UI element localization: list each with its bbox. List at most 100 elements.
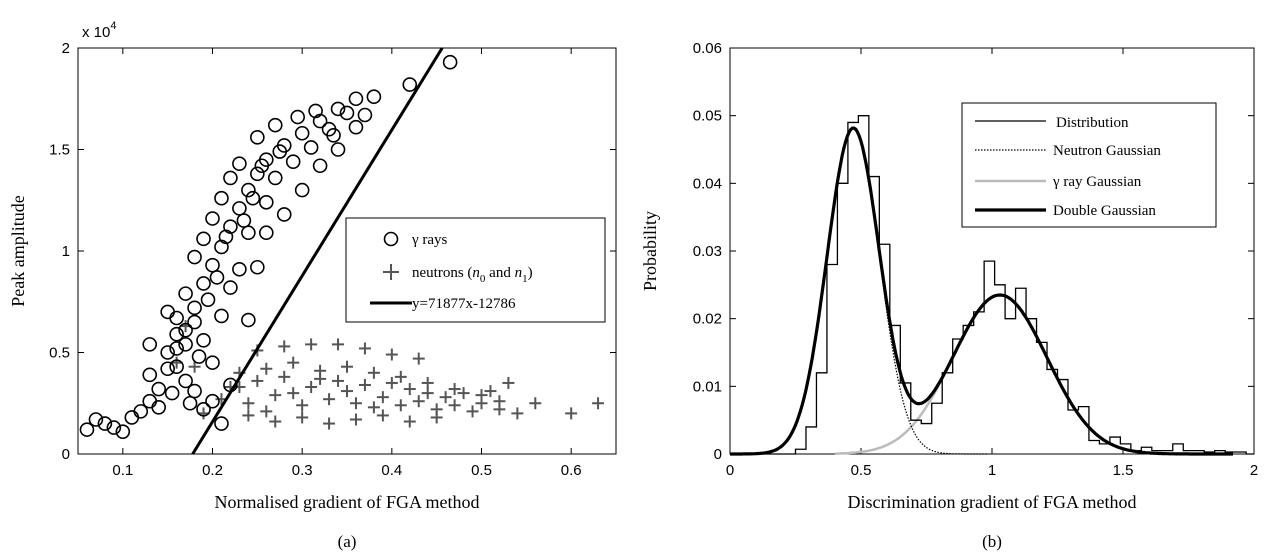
x-tick-label-b: 1.5 (1113, 462, 1134, 479)
neutron-gaussian-curve (735, 128, 987, 455)
y-axis-b: 0 0.01 0.02 0.03 0.04 0.05 0.06 (693, 40, 1254, 463)
legend-a: γ rays neutrons (n0 and n1) y=71877x-127… (345, 217, 606, 323)
gamma-point (250, 130, 265, 145)
y-tick-label-b: 0.04 (693, 175, 722, 192)
gamma-point (79, 422, 95, 437)
gamma-point (160, 345, 175, 360)
neutron-point (358, 378, 371, 391)
x-axis-b: 0 0.5 1 1.5 2 (726, 48, 1258, 479)
neutron-point (242, 409, 255, 422)
gamma-point (223, 280, 238, 295)
gamma-point (241, 225, 256, 241)
gamma-point (218, 229, 234, 245)
neutron-point (260, 362, 273, 375)
gamma-point (169, 326, 184, 342)
gamma-point (142, 337, 158, 352)
gamma-point (200, 292, 216, 308)
legend-label-double: Double Gaussian (1053, 203, 1156, 219)
neutron-point (493, 395, 506, 408)
gamma-point (366, 89, 382, 105)
legend-label-distribution: Distribution (1056, 115, 1129, 131)
scatter-points (79, 54, 605, 439)
neutron-point (511, 407, 524, 420)
neutron-point (430, 411, 443, 424)
gamma-point (232, 201, 247, 216)
x-tick-label-b: 1 (988, 462, 996, 479)
neutron-point (565, 407, 578, 420)
gamma-point (178, 337, 193, 352)
y-multiplier: x 104 (82, 20, 116, 41)
neutron-point (287, 356, 300, 369)
gamma-point (88, 412, 104, 427)
gamma-point (250, 166, 265, 182)
gamma-point (250, 259, 265, 275)
gamma-point (214, 416, 229, 431)
x-tick-label-b: 0 (726, 462, 734, 479)
neutron-point (412, 352, 425, 365)
gamma-point (214, 308, 229, 324)
gamma-point (442, 54, 458, 70)
gamma-point (330, 142, 346, 157)
gamma-point (196, 231, 211, 247)
neutron-point (170, 356, 183, 369)
legend-box-b (961, 102, 1217, 228)
neutron-point (403, 415, 416, 428)
neutron-point (502, 376, 515, 389)
y-tick-label-a: 2 (62, 40, 70, 57)
gamma-point (178, 286, 193, 301)
y-tick-label-a: 1 (62, 243, 70, 260)
neutron-point (296, 399, 309, 412)
panel-label-b: (b) (982, 532, 1002, 551)
x-tick-label-a: 0.3 (292, 462, 313, 479)
neutron-point (475, 389, 488, 402)
gamma-point (196, 333, 211, 348)
neutron-point (376, 409, 389, 422)
neutron-point (287, 387, 300, 400)
neutron-point (529, 397, 542, 410)
gamma-point (232, 156, 247, 172)
gamma-point (402, 77, 418, 92)
gamma-point (191, 349, 207, 364)
distribution-step-line (730, 115, 1254, 455)
legend-label-neutrons: neutrons (n0 and n1) (412, 265, 533, 285)
gamma-point (339, 105, 355, 121)
gamma-point (164, 385, 180, 401)
y-axis-label-a: Peak amplitude (8, 195, 28, 306)
y-tick-label-b: 0.02 (693, 311, 722, 328)
neutron-point (341, 385, 353, 398)
y-tick-label-b: 0.01 (693, 378, 722, 395)
gamma-point (196, 402, 211, 417)
neutron-point (484, 385, 497, 398)
neutron-point (341, 360, 353, 373)
gamma-point (205, 257, 220, 273)
gamma-point (169, 359, 184, 375)
gamma-point (223, 170, 238, 186)
fit-line (191, 47, 444, 455)
neutron-point (466, 405, 479, 418)
neutron-point (367, 366, 380, 379)
gamma-point (142, 367, 158, 383)
neutron-point (323, 393, 336, 406)
gamma-point (97, 416, 113, 431)
neutron-point (197, 407, 210, 420)
legend-b: Distribution Neutron Gaussian γ ray Gaus… (961, 102, 1217, 228)
neutron-point (448, 383, 461, 396)
neutron-point (332, 374, 345, 387)
gamma-point (236, 213, 252, 228)
y-tick-label-b: 0.03 (693, 243, 722, 260)
y-axis-label-b: Probability (640, 211, 660, 291)
neutron-point (385, 376, 398, 389)
gamma-point (258, 225, 274, 241)
neutron-point (269, 415, 282, 428)
x-tick-label-a: 0.6 (561, 462, 582, 479)
neutron-point (358, 342, 371, 355)
neutron-point (376, 391, 389, 404)
gamma-point (330, 101, 346, 117)
gamma-point (187, 314, 202, 330)
gamma-point (348, 119, 364, 135)
neutron-point (394, 370, 407, 383)
gamma-point (106, 420, 122, 435)
gamma-point (308, 103, 323, 119)
distribution-chart-panel: 0 0.5 1 1.5 2 0 0.01 0.02 0.03 0.04 0.05 0.06 Disc… (640, 40, 1258, 551)
neutron-point (305, 381, 318, 394)
